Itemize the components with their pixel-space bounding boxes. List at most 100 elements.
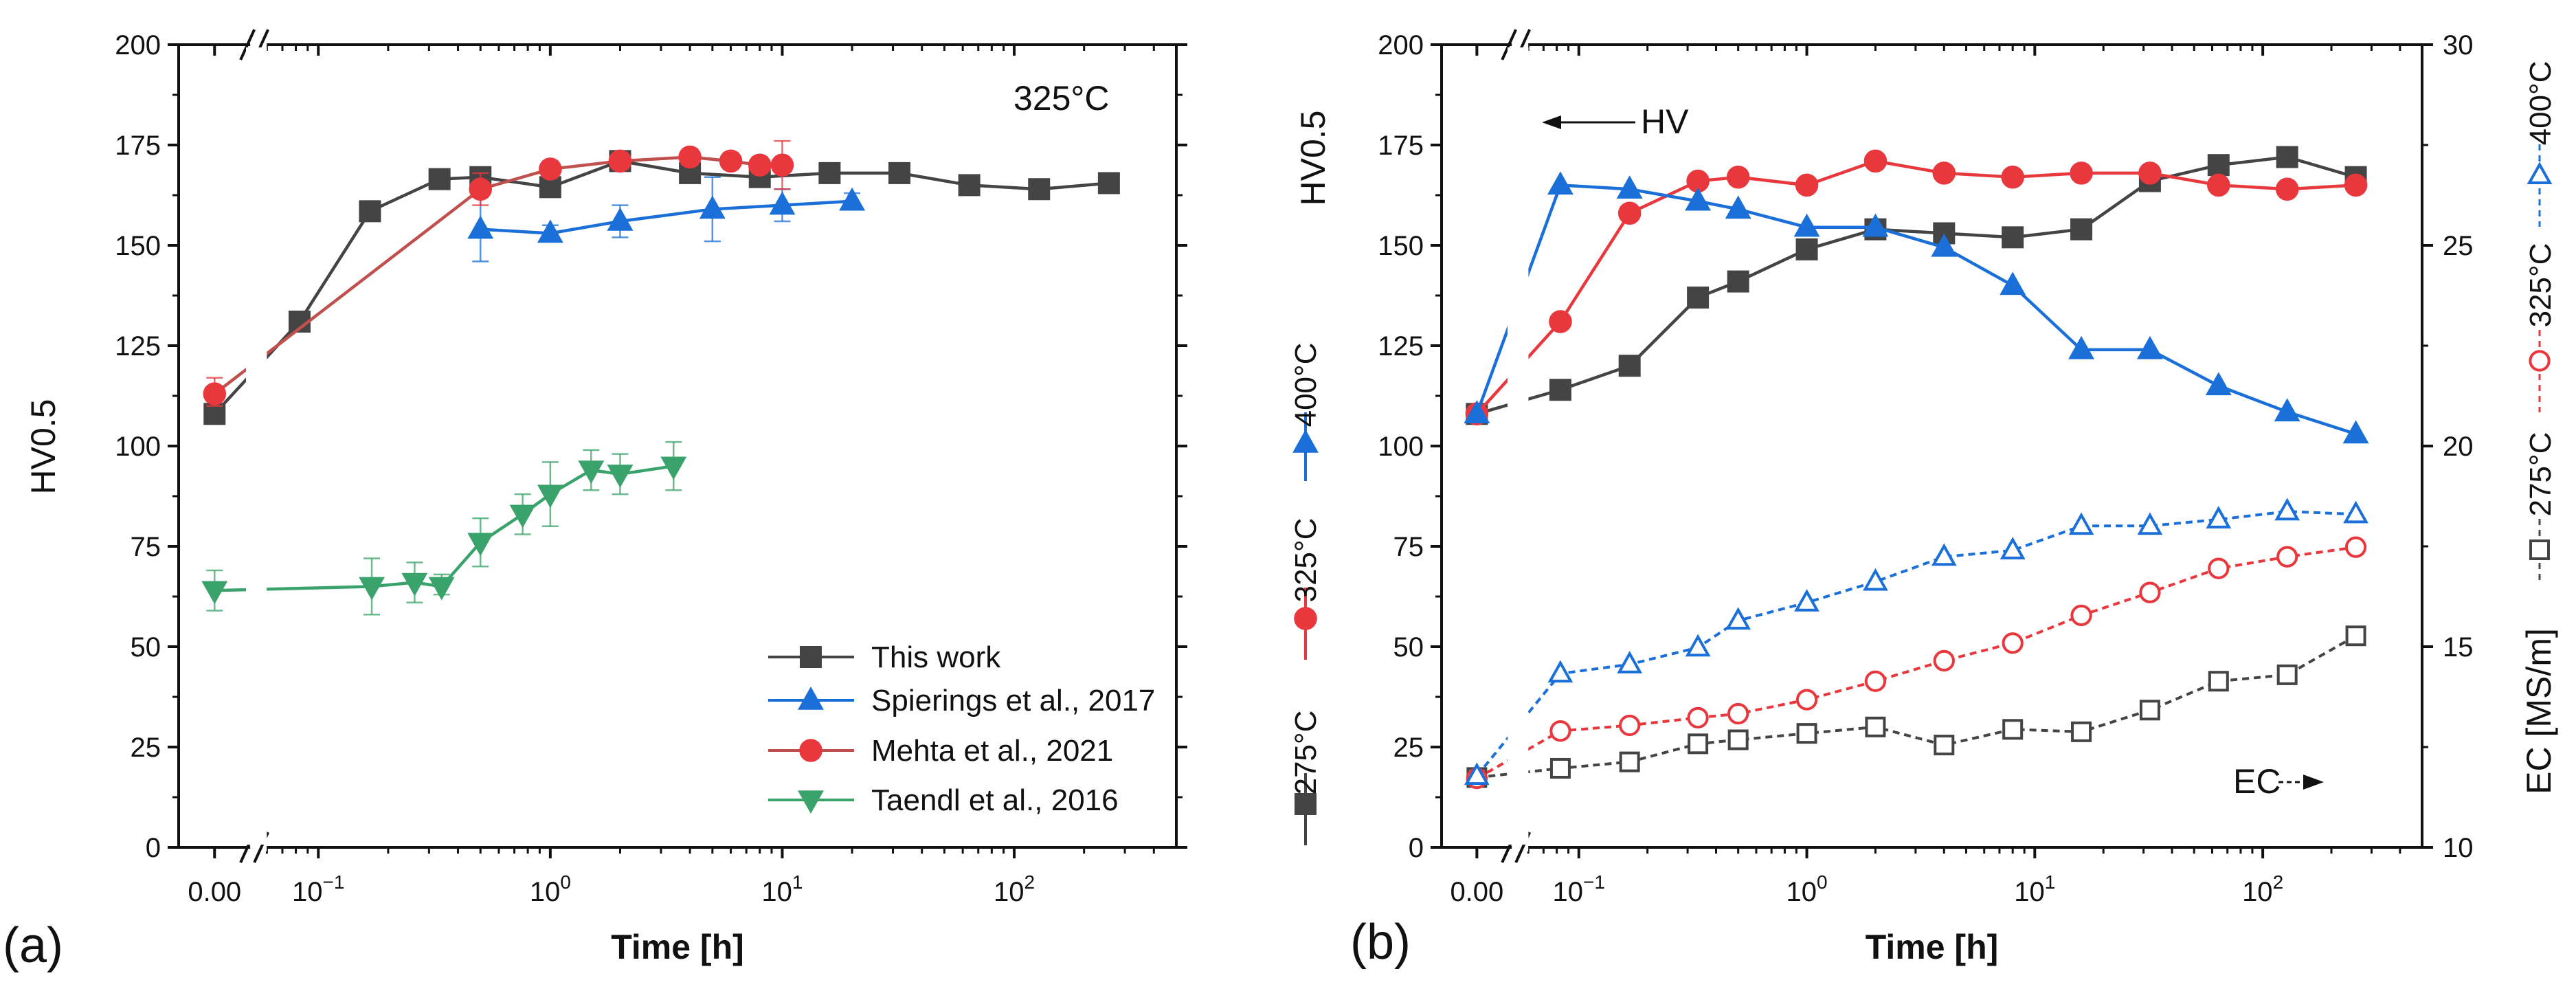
x-tick-label: 0.00: [1450, 877, 1503, 907]
y-tick-label: 150: [1378, 231, 1424, 261]
y-tick-label: 125: [1378, 331, 1424, 361]
square-marker: [1727, 270, 1749, 293]
y-axis-title: HV0.5: [24, 399, 63, 495]
square-marker: [2208, 671, 2229, 692]
legend-label: 275°C: [2524, 432, 2557, 517]
triangle-up-marker: [1685, 634, 1711, 657]
triangle-down-marker: [607, 465, 634, 488]
square-marker: [1295, 793, 1317, 815]
triangle-up-marker: [1793, 213, 1820, 237]
x-tick-exponent: −1: [1583, 871, 1605, 893]
triangle-down-marker: [798, 790, 824, 814]
circle-marker: [2138, 162, 2162, 185]
triangle-up-marker: [2527, 162, 2553, 185]
circle-marker: [1549, 720, 1571, 742]
circle-marker: [1933, 649, 1955, 672]
x-tick-base: 10: [530, 877, 561, 907]
triangle-up-marker: [607, 207, 634, 231]
legend-item: 275°C: [1289, 711, 1323, 845]
x-tick-exponent: 1: [2045, 871, 2056, 893]
square-marker: [1688, 733, 1709, 755]
triangle-up-marker: [1862, 213, 1889, 237]
square-marker: [1687, 286, 1710, 309]
square-marker: [888, 162, 910, 184]
x-tick-label: 102: [994, 871, 1035, 907]
x-axis-title: Time [h]: [1866, 928, 1999, 966]
square-marker: [1619, 751, 1640, 772]
circle-marker: [1863, 149, 1888, 173]
circle-marker: [1795, 689, 1818, 711]
square-marker: [958, 174, 981, 197]
triangle-up-marker: [1725, 607, 1751, 630]
legend-item: Mehta et al., 2021: [768, 734, 1113, 768]
triangle-up-marker: [1725, 195, 1751, 219]
temperature-annotation: 325°C: [1013, 79, 1110, 118]
x-tick-base: 10: [1787, 877, 1817, 907]
legend-hv: 275°C 325°C 400°C: [1289, 343, 1323, 845]
square-marker: [2529, 539, 2550, 560]
legend-label: 325°C: [2524, 243, 2557, 328]
x-tick-label: 101: [2014, 871, 2055, 907]
triangle-up-marker: [2274, 498, 2300, 521]
circle-marker: [2276, 546, 2298, 568]
series-400-c-ec: [1464, 47, 2368, 845]
circle-marker: [799, 739, 822, 762]
series-line: [1477, 634, 2357, 779]
break-gap: [1508, 47, 1529, 845]
triangle-up-marker: [1547, 171, 1573, 195]
series-mehta-et-al-2021: [203, 47, 794, 845]
x-tick-exponent: 2: [1024, 871, 1035, 893]
circle-marker: [2529, 350, 2551, 372]
y-tick-label: 100: [1378, 432, 1424, 462]
square-marker: [2207, 154, 2230, 177]
panel-label: (a): [3, 918, 63, 973]
circle-marker: [1549, 310, 1572, 333]
square-marker: [2071, 721, 2092, 742]
square-marker: [800, 646, 822, 668]
break-gap: [246, 47, 267, 845]
circle-marker: [1864, 670, 1887, 692]
square-marker: [1549, 379, 1571, 401]
series-line: [1475, 183, 2357, 436]
y2-axis-title: EC [MS/m]: [2520, 628, 2558, 794]
triangle-down-marker: [428, 577, 455, 601]
legend-item: Taendl et al., 2016: [768, 783, 1119, 817]
triangle-up-marker: [1464, 762, 1490, 786]
triangle-up-marker: [1464, 400, 1490, 424]
triangle-up-marker: [2343, 500, 2368, 524]
y2-tick-label: 15: [2443, 632, 2474, 663]
x-tick-base: 0.00: [188, 877, 241, 907]
y-tick-label: 100: [115, 432, 161, 462]
triangle-up-marker: [1931, 233, 1958, 257]
triangle-up-marker: [839, 187, 866, 211]
x-tick-exponent: 0: [1817, 871, 1828, 893]
y-tick-label: 75: [1393, 532, 1424, 562]
series-line: [1476, 546, 2356, 780]
x-tick-base: 10: [2014, 877, 2045, 907]
circle-marker: [678, 145, 702, 169]
triangle-down-marker: [660, 456, 687, 480]
circle-marker: [2070, 604, 2092, 627]
triangle-up-marker: [2136, 335, 2163, 359]
triangle-up-marker: [2137, 512, 2163, 535]
circle-marker: [748, 153, 772, 177]
x-tick-label: 100: [1787, 871, 1828, 907]
circle-marker: [1726, 165, 1750, 189]
x-tick-base: 10: [2242, 877, 2273, 907]
legend-label: 400°C: [1289, 343, 1323, 427]
square-marker: [2070, 218, 2093, 241]
x-tick-exponent: −1: [323, 871, 345, 893]
triangle-down-marker: [467, 533, 494, 557]
triangle-down-marker: [359, 577, 385, 601]
legend-item: 275°C: [2524, 432, 2557, 584]
triangle-up-marker: [1794, 589, 1819, 612]
square-marker: [1934, 735, 1955, 756]
series-line: [1475, 510, 2356, 777]
hv-arrow-head: [1542, 115, 1561, 129]
circle-marker: [1932, 162, 1956, 185]
y-tick-label: 200: [1378, 30, 1424, 60]
plot-frame: [177, 43, 1178, 849]
triangle-up-marker: [537, 219, 563, 243]
